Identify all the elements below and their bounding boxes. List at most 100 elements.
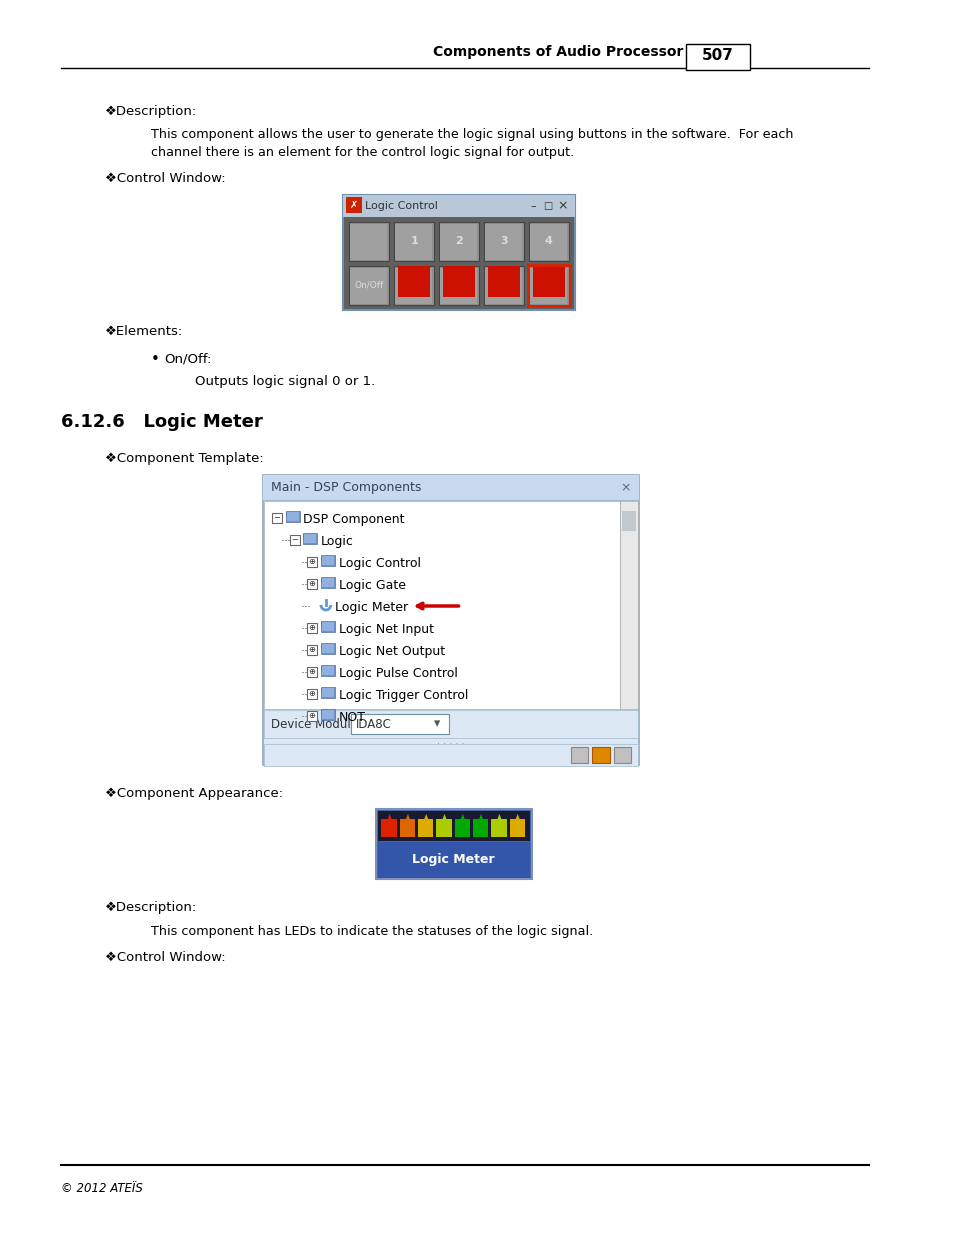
Text: ⊕: ⊕ xyxy=(309,711,315,720)
Bar xyxy=(263,475,639,500)
Bar xyxy=(417,819,433,837)
Text: Logic Meter: Logic Meter xyxy=(335,601,407,614)
Text: 2: 2 xyxy=(455,236,462,247)
Text: ❖Control Window:: ❖Control Window: xyxy=(105,951,226,965)
Bar xyxy=(343,195,574,310)
Text: ×: × xyxy=(620,480,631,494)
Bar xyxy=(350,268,387,304)
Text: ⊕: ⊕ xyxy=(309,557,315,567)
Bar xyxy=(321,688,334,697)
Bar xyxy=(375,809,531,879)
Bar xyxy=(483,266,523,305)
Text: On/Off: On/Off xyxy=(355,282,383,290)
Text: Logic Control: Logic Control xyxy=(338,557,420,571)
Text: •: • xyxy=(152,352,160,367)
Bar xyxy=(320,688,328,692)
Bar xyxy=(487,266,519,296)
Polygon shape xyxy=(404,814,412,824)
Text: ▾: ▾ xyxy=(434,718,439,730)
Text: ❖Description:: ❖Description: xyxy=(105,105,197,119)
Text: © 2012 ATEÏS: © 2012 ATEÏS xyxy=(61,1182,143,1195)
Text: Main - DSP Components: Main - DSP Components xyxy=(271,480,421,494)
Bar xyxy=(592,747,609,763)
Bar xyxy=(528,222,568,261)
Polygon shape xyxy=(514,814,521,824)
Text: −: − xyxy=(291,536,298,545)
Bar xyxy=(349,266,389,305)
Bar xyxy=(320,710,328,714)
Bar xyxy=(381,819,396,837)
Text: IDA8C: IDA8C xyxy=(355,718,392,730)
Bar xyxy=(307,645,316,655)
Bar xyxy=(395,224,432,261)
Bar xyxy=(320,664,335,676)
Text: ❖Description:: ❖Description: xyxy=(105,902,197,914)
Text: Logic Meter: Logic Meter xyxy=(412,853,495,867)
Bar xyxy=(509,819,524,837)
Text: On/Off:: On/Off: xyxy=(164,352,211,366)
Bar xyxy=(320,643,328,648)
Text: ×: × xyxy=(558,200,568,212)
Bar xyxy=(264,710,638,739)
Text: 507: 507 xyxy=(701,48,733,63)
Bar xyxy=(321,710,334,719)
Bar xyxy=(529,224,566,261)
Bar xyxy=(320,555,335,566)
Text: Logic Control: Logic Control xyxy=(364,201,437,211)
Bar xyxy=(527,266,569,306)
Bar xyxy=(321,556,334,564)
Bar xyxy=(473,819,488,837)
Text: 6.12.6   Logic Meter: 6.12.6 Logic Meter xyxy=(61,412,263,431)
Text: Device Module:: Device Module: xyxy=(271,718,362,730)
Text: ✗: ✗ xyxy=(350,200,357,210)
Bar xyxy=(320,556,328,559)
Bar xyxy=(394,222,434,261)
Polygon shape xyxy=(422,814,430,824)
Text: ❖Elements:: ❖Elements: xyxy=(105,325,183,338)
Bar xyxy=(264,501,619,709)
Text: NOT: NOT xyxy=(338,711,365,724)
Bar xyxy=(304,534,315,543)
Bar xyxy=(320,621,335,632)
Bar xyxy=(320,709,335,720)
Bar xyxy=(621,511,636,531)
Bar xyxy=(286,513,293,516)
Text: 3: 3 xyxy=(499,236,507,247)
Bar xyxy=(439,224,476,261)
Bar xyxy=(321,643,334,653)
Text: Outputs logic signal 0 or 1.: Outputs logic signal 0 or 1. xyxy=(195,375,375,388)
Bar xyxy=(397,266,430,296)
Bar xyxy=(343,195,574,217)
Text: This component allows the user to generate the logic signal using buttons in the: This component allows the user to genera… xyxy=(152,128,793,141)
Text: · · · · ·: · · · · · xyxy=(436,739,464,748)
Text: ⊕: ⊕ xyxy=(309,667,315,677)
Text: □: □ xyxy=(542,201,552,211)
Bar xyxy=(287,513,298,521)
Bar xyxy=(303,534,310,538)
Bar xyxy=(528,266,568,305)
Bar xyxy=(320,577,335,588)
Bar xyxy=(685,44,749,70)
Bar xyxy=(286,511,299,522)
Bar xyxy=(399,819,415,837)
Bar xyxy=(307,711,316,721)
Bar xyxy=(442,266,475,296)
Bar xyxy=(350,224,387,261)
Bar xyxy=(436,819,451,837)
Bar xyxy=(438,222,478,261)
Bar xyxy=(307,667,316,677)
Text: −: − xyxy=(274,514,280,522)
Bar xyxy=(484,268,521,304)
Bar xyxy=(377,811,529,841)
Bar xyxy=(484,224,521,261)
Bar xyxy=(377,842,529,878)
Polygon shape xyxy=(385,814,394,824)
Bar xyxy=(438,266,478,305)
Text: ⊕: ⊕ xyxy=(309,579,315,589)
Bar xyxy=(307,557,316,567)
Bar xyxy=(613,747,631,763)
Bar xyxy=(344,217,573,309)
Text: Logic Pulse Control: Logic Pulse Control xyxy=(338,667,456,680)
Bar xyxy=(349,222,389,261)
Bar xyxy=(619,501,638,709)
